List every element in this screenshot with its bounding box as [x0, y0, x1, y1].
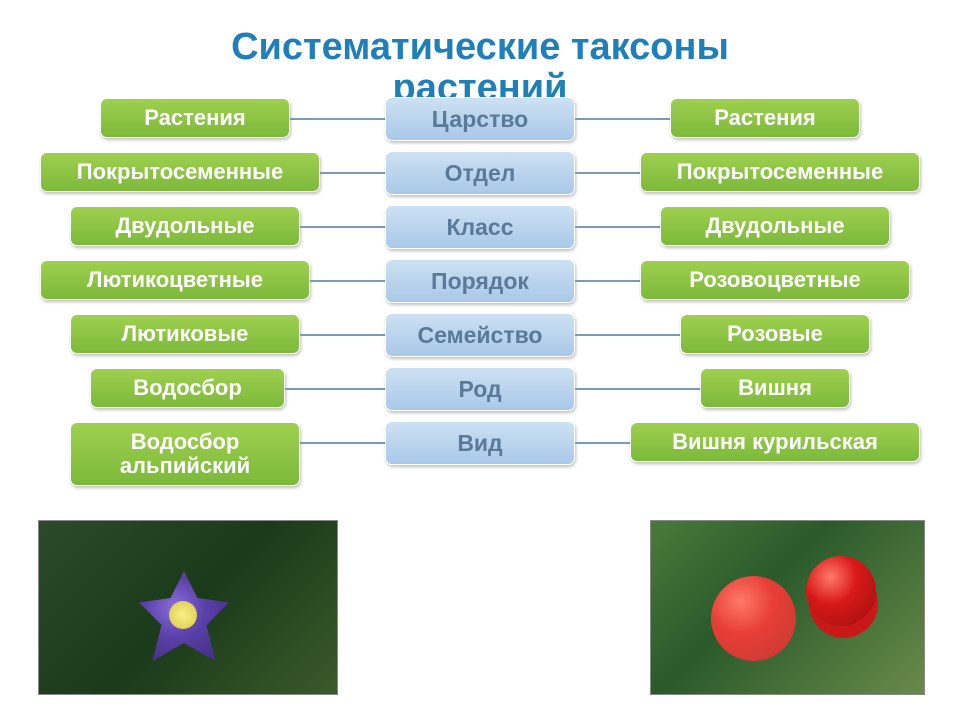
rank-label: Семейство: [385, 313, 575, 357]
left-example: Лютикоцветные: [40, 260, 310, 300]
connector-right: [575, 172, 640, 174]
taxon-row: Водосбор Род Вишня: [0, 365, 960, 419]
left-example: Водосбор альпийский: [70, 422, 300, 486]
rank-label: Порядок: [385, 259, 575, 303]
page-title: Систематические таксоны: [0, 0, 960, 71]
connector-left: [300, 442, 385, 444]
right-example: Розовоцветные: [640, 260, 910, 300]
right-example: Двудольные: [660, 206, 890, 246]
rank-label: Вид: [385, 421, 575, 465]
taxon-row: Лютикоцветные Порядок Розовоцветные: [0, 257, 960, 311]
connector-right: [575, 388, 700, 390]
left-example: Двудольные: [70, 206, 300, 246]
left-example: Покрытосеменные: [40, 152, 320, 192]
rank-label: Отдел: [385, 151, 575, 195]
connector-left: [300, 226, 385, 228]
connector-left: [285, 388, 385, 390]
rank-label: Класс: [385, 205, 575, 249]
left-example: Лютиковые: [70, 314, 300, 354]
connector-right: [575, 280, 640, 282]
connector-left: [290, 118, 385, 120]
taxon-row: Растения Царство Растения: [0, 95, 960, 149]
aquilegia-photo: [38, 520, 338, 695]
left-example: Водосбор: [90, 368, 285, 408]
connector-left: [300, 334, 385, 336]
rank-label: Род: [385, 367, 575, 411]
connector-right: [575, 226, 660, 228]
right-example: Растения: [670, 98, 860, 138]
connector-left: [320, 172, 385, 174]
taxon-row: Двудольные Класс Двудольные: [0, 203, 960, 257]
cherry-photo: [650, 520, 925, 695]
rank-label: Царство: [385, 97, 575, 141]
right-example: Покрытосеменные: [640, 152, 920, 192]
connector-right: [575, 442, 630, 444]
taxonomy-grid: Растения Царство Растения Покрытосеменны…: [0, 95, 960, 491]
taxon-row: Покрытосеменные Отдел Покрытосеменные: [0, 149, 960, 203]
right-example: Вишня: [700, 368, 850, 408]
connector-right: [575, 334, 680, 336]
right-example: Розовые: [680, 314, 870, 354]
taxon-row: Водосбор альпийский Вид Вишня курильская: [0, 419, 960, 491]
left-example: Растения: [100, 98, 290, 138]
connector-left: [310, 280, 385, 282]
right-example: Вишня курильская: [630, 422, 920, 462]
taxon-row: Лютиковые Семейство Розовые: [0, 311, 960, 365]
connector-right: [575, 118, 670, 120]
